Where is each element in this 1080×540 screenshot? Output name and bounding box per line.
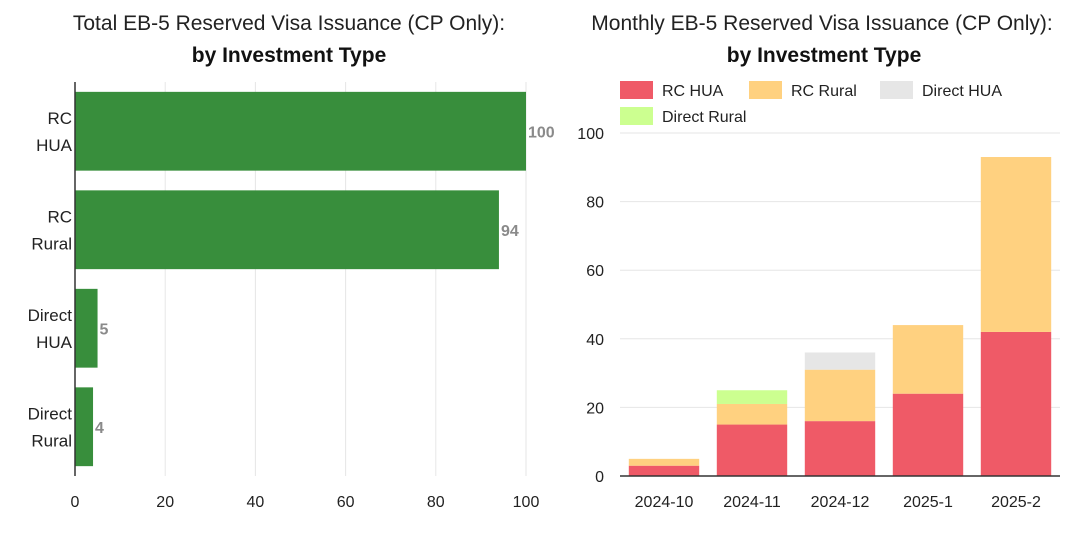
left-category-label: Direct <box>28 306 73 325</box>
left-x-tick-label: 100 <box>513 494 540 511</box>
left-bar <box>75 387 94 467</box>
left-category-label: HUA <box>36 136 73 155</box>
stacked-bar-segment <box>628 458 700 466</box>
stacked-bar-segment <box>892 325 964 394</box>
left-bar <box>75 91 526 171</box>
right-y-tick-label: 100 <box>577 126 604 143</box>
left-bar <box>75 288 98 368</box>
legend-swatch <box>749 81 782 99</box>
left-bar-data-label: 100 <box>528 124 555 141</box>
left-category-label: RC <box>47 109 72 128</box>
left-x-tick-label: 0 <box>71 494 80 511</box>
left-category-label: HUA <box>36 333 73 352</box>
stacked-bar-segment <box>804 421 876 476</box>
left-bar-chart: 0 20 40 60 80 100 100 RC HUA 94 RC Rural 5 Direct HUA 4… <box>28 82 555 511</box>
left-category-label: Rural <box>31 234 72 253</box>
right-y-tick-label: 60 <box>586 263 604 280</box>
right-y-tick-label: 0 <box>595 469 604 486</box>
left-category-label: Direct <box>28 404 73 423</box>
legend-label: Direct Rural <box>662 109 746 126</box>
stacked-bar-segment <box>716 424 788 476</box>
left-bar-data-label: 5 <box>100 321 109 338</box>
stacked-bar-segment <box>716 390 788 404</box>
legend-label: RC HUA <box>662 83 724 100</box>
stacked-bar-segment <box>980 331 1052 476</box>
stacked-bar-segment <box>804 369 876 422</box>
stacked-bar-segment <box>716 403 788 425</box>
left-x-tick-label: 40 <box>247 494 265 511</box>
right-chart-subtitle: by Investment Type <box>727 44 922 67</box>
right-chart-title: Monthly EB-5 Reserved Visa Issuance (CP … <box>591 12 1052 35</box>
stacked-bar-segment <box>804 352 876 370</box>
left-x-tick-label: 80 <box>427 494 445 511</box>
right-stacked-bar-chart: RC HUA RC Rural Direct HUA Direct Rural 0 20 4… <box>577 81 1060 511</box>
left-bar-data-label: 94 <box>501 223 519 240</box>
stacked-bar-segment <box>980 157 1052 332</box>
legend-swatch <box>880 81 913 99</box>
right-x-tick-label: 2025-2 <box>991 494 1041 511</box>
left-category-label: RC <box>47 207 72 226</box>
left-category-label: Rural <box>31 431 72 450</box>
left-chart-subtitle: by Investment Type <box>192 44 387 67</box>
right-x-tick-label: 2024-12 <box>811 494 870 511</box>
stacked-bar-segment <box>628 465 700 476</box>
right-y-tick-label: 20 <box>586 400 604 417</box>
left-x-tick-label: 60 <box>337 494 355 511</box>
right-x-tick-label: 2025-1 <box>903 494 953 511</box>
legend-label: Direct HUA <box>922 83 1002 100</box>
left-bar-data-label: 4 <box>95 420 104 437</box>
right-y-tick-label: 40 <box>586 332 604 349</box>
right-y-tick-label: 80 <box>586 195 604 212</box>
legend-swatch <box>620 107 653 125</box>
stacked-bar-segment <box>892 393 964 476</box>
legend-swatch <box>620 81 653 99</box>
legend-label: RC Rural <box>791 83 857 100</box>
left-x-tick-label: 20 <box>156 494 174 511</box>
left-bar <box>75 190 499 270</box>
left-chart-title: Total EB-5 Reserved Visa Issuance (CP On… <box>73 12 505 35</box>
right-x-tick-label: 2024-11 <box>723 494 781 511</box>
right-x-tick-label: 2024-10 <box>635 494 694 511</box>
